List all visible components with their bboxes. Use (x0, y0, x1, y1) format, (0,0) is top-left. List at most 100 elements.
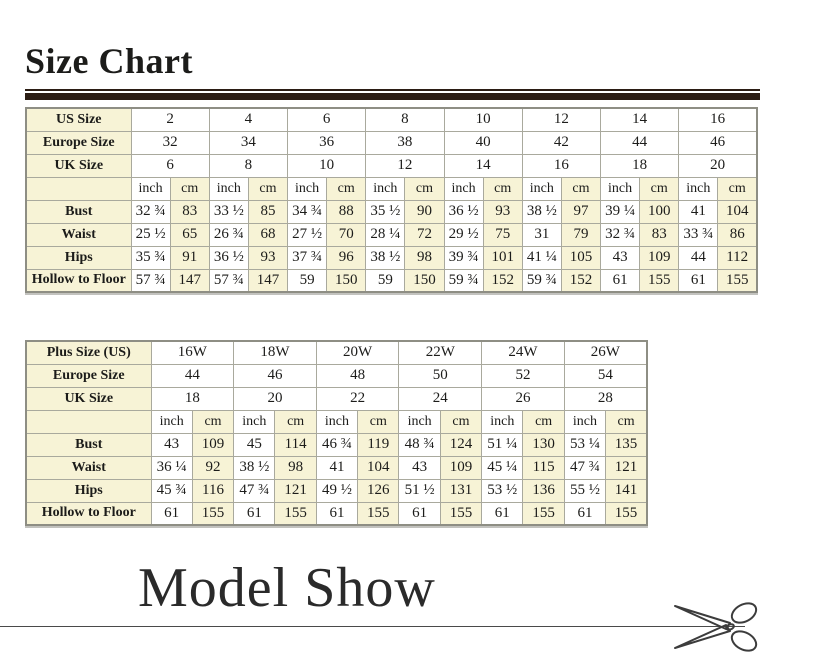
unit-header-row: inch cm inch cm inch cm inch cm inch cm inch cm (25, 409, 648, 434)
cm-value-cell: 141 (605, 478, 648, 503)
inch-value-cell: 46 ¾ (315, 432, 359, 457)
size-value-cell: 48 (315, 363, 400, 388)
unit-cm-label: cm (439, 409, 483, 434)
unit-inch-label: inch (443, 176, 484, 201)
cm-value-cell: 85 (247, 199, 289, 224)
unit-inch-label: inch (398, 409, 441, 434)
inch-value-cell: 37 ¾ (286, 245, 328, 270)
size-header-row: Plus Size (US) 16W 18W 20W 22W 24W 26W (25, 340, 648, 365)
title-rule-gap (25, 91, 760, 93)
cm-value-cell: 90 (404, 199, 445, 224)
size-value-cell: 26W (563, 340, 648, 365)
cm-value-cell: 104 (357, 455, 400, 480)
size-value-cell: 2 (130, 107, 210, 132)
row-label: Bust (25, 199, 132, 224)
size-header-row: UK Size 18 20 22 24 26 28 (25, 386, 648, 411)
inch-value-cell: 39 ¾ (443, 245, 484, 270)
cm-value-cell: 86 (717, 222, 758, 247)
cm-value-cell: 130 (522, 432, 565, 457)
inch-value-cell: 53 ½ (481, 478, 524, 503)
unit-inch-label: inch (678, 176, 719, 201)
measurement-row: Hollow to Floor 57 ¾ 147 57 ¾ 147 59 150 59 150 5… (25, 268, 758, 293)
inch-value-cell: 45 (233, 432, 276, 457)
cm-value-cell: 93 (247, 245, 289, 270)
size-value-cell: 24 (398, 386, 483, 411)
cm-value-cell: 115 (522, 455, 565, 480)
inch-value-cell: 61 (233, 501, 276, 526)
inch-value-cell: 32 ¾ (599, 222, 641, 247)
cm-value-cell: 109 (439, 455, 483, 480)
unit-cm-label: cm (522, 409, 565, 434)
row-label: UK Size (25, 153, 132, 178)
inch-value-cell: 51 ½ (398, 478, 441, 503)
size-value-cell: 8 (365, 107, 445, 132)
inch-value-cell: 32 ¾ (130, 199, 171, 224)
unit-inch-label: inch (563, 409, 607, 434)
cm-value-cell: 98 (404, 245, 445, 270)
inch-value-cell: 57 ¾ (130, 268, 171, 293)
cm-value-cell: 91 (169, 245, 210, 270)
size-header-row: Europe Size 32 34 36 38 40 42 44 46 (25, 130, 758, 155)
inch-value-cell: 43 (599, 245, 641, 270)
unit-header-row: inch cm inch cm inch cm inch cm inch cm inch cm inch… (25, 176, 758, 201)
measurement-row: Hips 45 ¾ 116 47 ¾ 121 49 ½ 126 51 ½ 131 53 ½ 136 5… (25, 478, 648, 503)
unit-row-spacer (25, 409, 152, 434)
cm-value-cell: 68 (247, 222, 289, 247)
cm-value-cell: 155 (522, 501, 565, 526)
row-label: Bust (25, 432, 152, 457)
plus-size-table: Plus Size (US) 16W 18W 20W 22W 24W 26W Europe S… (25, 340, 648, 526)
inch-value-cell: 25 ½ (130, 222, 171, 247)
cm-value-cell: 147 (247, 268, 289, 293)
inch-value-cell: 49 ½ (315, 478, 359, 503)
unit-cm-label: cm (247, 176, 289, 201)
cm-value-cell: 152 (482, 268, 523, 293)
size-value-cell: 32 (130, 130, 210, 155)
cm-value-cell: 100 (639, 199, 680, 224)
cm-value-cell: 121 (605, 455, 648, 480)
unit-inch-label: inch (130, 176, 171, 201)
inch-value-cell: 45 ¼ (481, 455, 524, 480)
size-value-cell: 52 (481, 363, 565, 388)
size-value-cell: 24W (481, 340, 565, 365)
inch-value-cell: 33 ¾ (678, 222, 719, 247)
standard-size-table: US Size 2 4 6 8 10 12 14 16 Europe Size 32 34 36 38 40… (25, 107, 758, 293)
inch-value-cell: 35 ¾ (130, 245, 171, 270)
inch-value-cell: 38 ½ (365, 245, 406, 270)
row-label: US Size (25, 107, 132, 132)
cm-value-cell: 126 (357, 478, 400, 503)
inch-value-cell: 59 (286, 268, 328, 293)
inch-value-cell: 61 (599, 268, 641, 293)
size-value-cell: 14 (599, 107, 680, 132)
cm-value-cell: 104 (717, 199, 758, 224)
size-value-cell: 34 (208, 130, 289, 155)
cm-value-cell: 155 (717, 268, 758, 293)
inch-value-cell: 28 ¼ (365, 222, 406, 247)
title-rule-thick-bar (25, 93, 760, 100)
row-label: Europe Size (25, 130, 132, 155)
size-value-cell: 36 (286, 130, 367, 155)
cm-value-cell: 109 (191, 432, 235, 457)
cm-value-cell: 75 (482, 222, 523, 247)
size-value-cell: 20 (678, 153, 758, 178)
page-title: Size Chart (25, 41, 193, 81)
cm-value-cell: 155 (274, 501, 317, 526)
cm-value-cell: 109 (639, 245, 680, 270)
inch-value-cell: 48 ¾ (398, 432, 441, 457)
cm-value-cell: 112 (717, 245, 758, 270)
title-rule-thin-line (25, 89, 760, 91)
unit-inch-label: inch (481, 409, 524, 434)
size-value-cell: 10 (443, 107, 523, 132)
cm-value-cell: 79 (560, 222, 602, 247)
size-value-cell: 10 (286, 153, 367, 178)
inch-value-cell: 55 ½ (563, 478, 607, 503)
size-value-cell: 22 (315, 386, 400, 411)
inch-value-cell: 33 ½ (208, 199, 249, 224)
cm-value-cell: 70 (326, 222, 367, 247)
row-label: Hips (25, 478, 152, 503)
row-label: Hips (25, 245, 132, 270)
size-value-cell: 14 (443, 153, 523, 178)
inch-value-cell: 51 ¼ (481, 432, 524, 457)
inch-value-cell: 38 ½ (521, 199, 562, 224)
size-header-row: UK Size 6 8 10 12 14 16 18 20 (25, 153, 758, 178)
